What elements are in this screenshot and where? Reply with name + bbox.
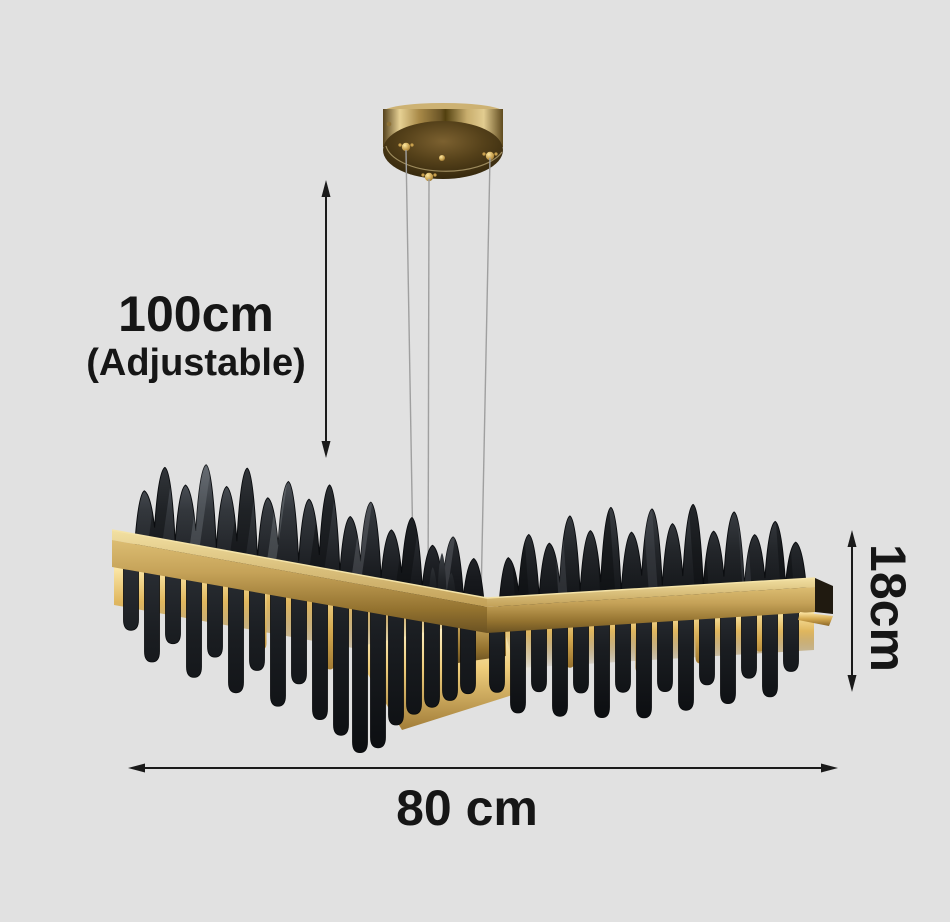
canopy-center-boss — [439, 155, 445, 161]
suspension-wire — [480, 157, 491, 601]
suspension-height-dimension — [321, 180, 331, 458]
left-bar-front-face — [112, 540, 487, 633]
arrowhead-right-icon — [821, 763, 838, 773]
canopy-rim-highlight — [385, 145, 503, 172]
right-bar-top-face — [487, 578, 815, 607]
suspension-height-label: 100cm (Adjustable) — [70, 288, 322, 386]
right-bar-edge-highlight — [486, 577, 816, 599]
left-arm-wave-sculpture — [133, 464, 485, 620]
wire-mount — [398, 142, 414, 152]
left-gold-drips — [210, 573, 435, 689]
right-bar-front-face — [487, 587, 815, 633]
fixture-width-dimension — [128, 763, 838, 773]
left-black-drips — [123, 557, 476, 754]
ceiling-canopy — [383, 103, 503, 182]
wire-mount — [421, 172, 437, 182]
suspension-wire — [427, 178, 430, 625]
arrowhead-up-icon — [321, 180, 331, 197]
right-bar-end-glow — [798, 612, 833, 626]
suspension-height-value: 100cm — [118, 286, 274, 342]
canopy-underside — [383, 121, 503, 179]
left-bar-top-face — [112, 530, 487, 607]
wire-mount — [482, 151, 498, 161]
right-bar-end-cap — [815, 578, 833, 614]
fixture-height-dimension — [847, 530, 857, 692]
left-bar-edge-highlight — [111, 529, 488, 599]
arrowhead-left-icon — [128, 763, 145, 773]
arrowhead-down-icon — [847, 675, 857, 692]
arrowhead-up-icon — [847, 530, 857, 547]
arrowhead-down-icon — [321, 441, 331, 458]
suspension-height-qualifier: (Adjustable) — [86, 342, 306, 384]
right-black-drips — [489, 601, 799, 719]
chandelier-body — [111, 464, 833, 754]
fixture-width-label: 80 cm — [396, 780, 538, 836]
canopy-screw — [386, 121, 392, 127]
fixture-height-label: 18cm — [860, 544, 916, 672]
